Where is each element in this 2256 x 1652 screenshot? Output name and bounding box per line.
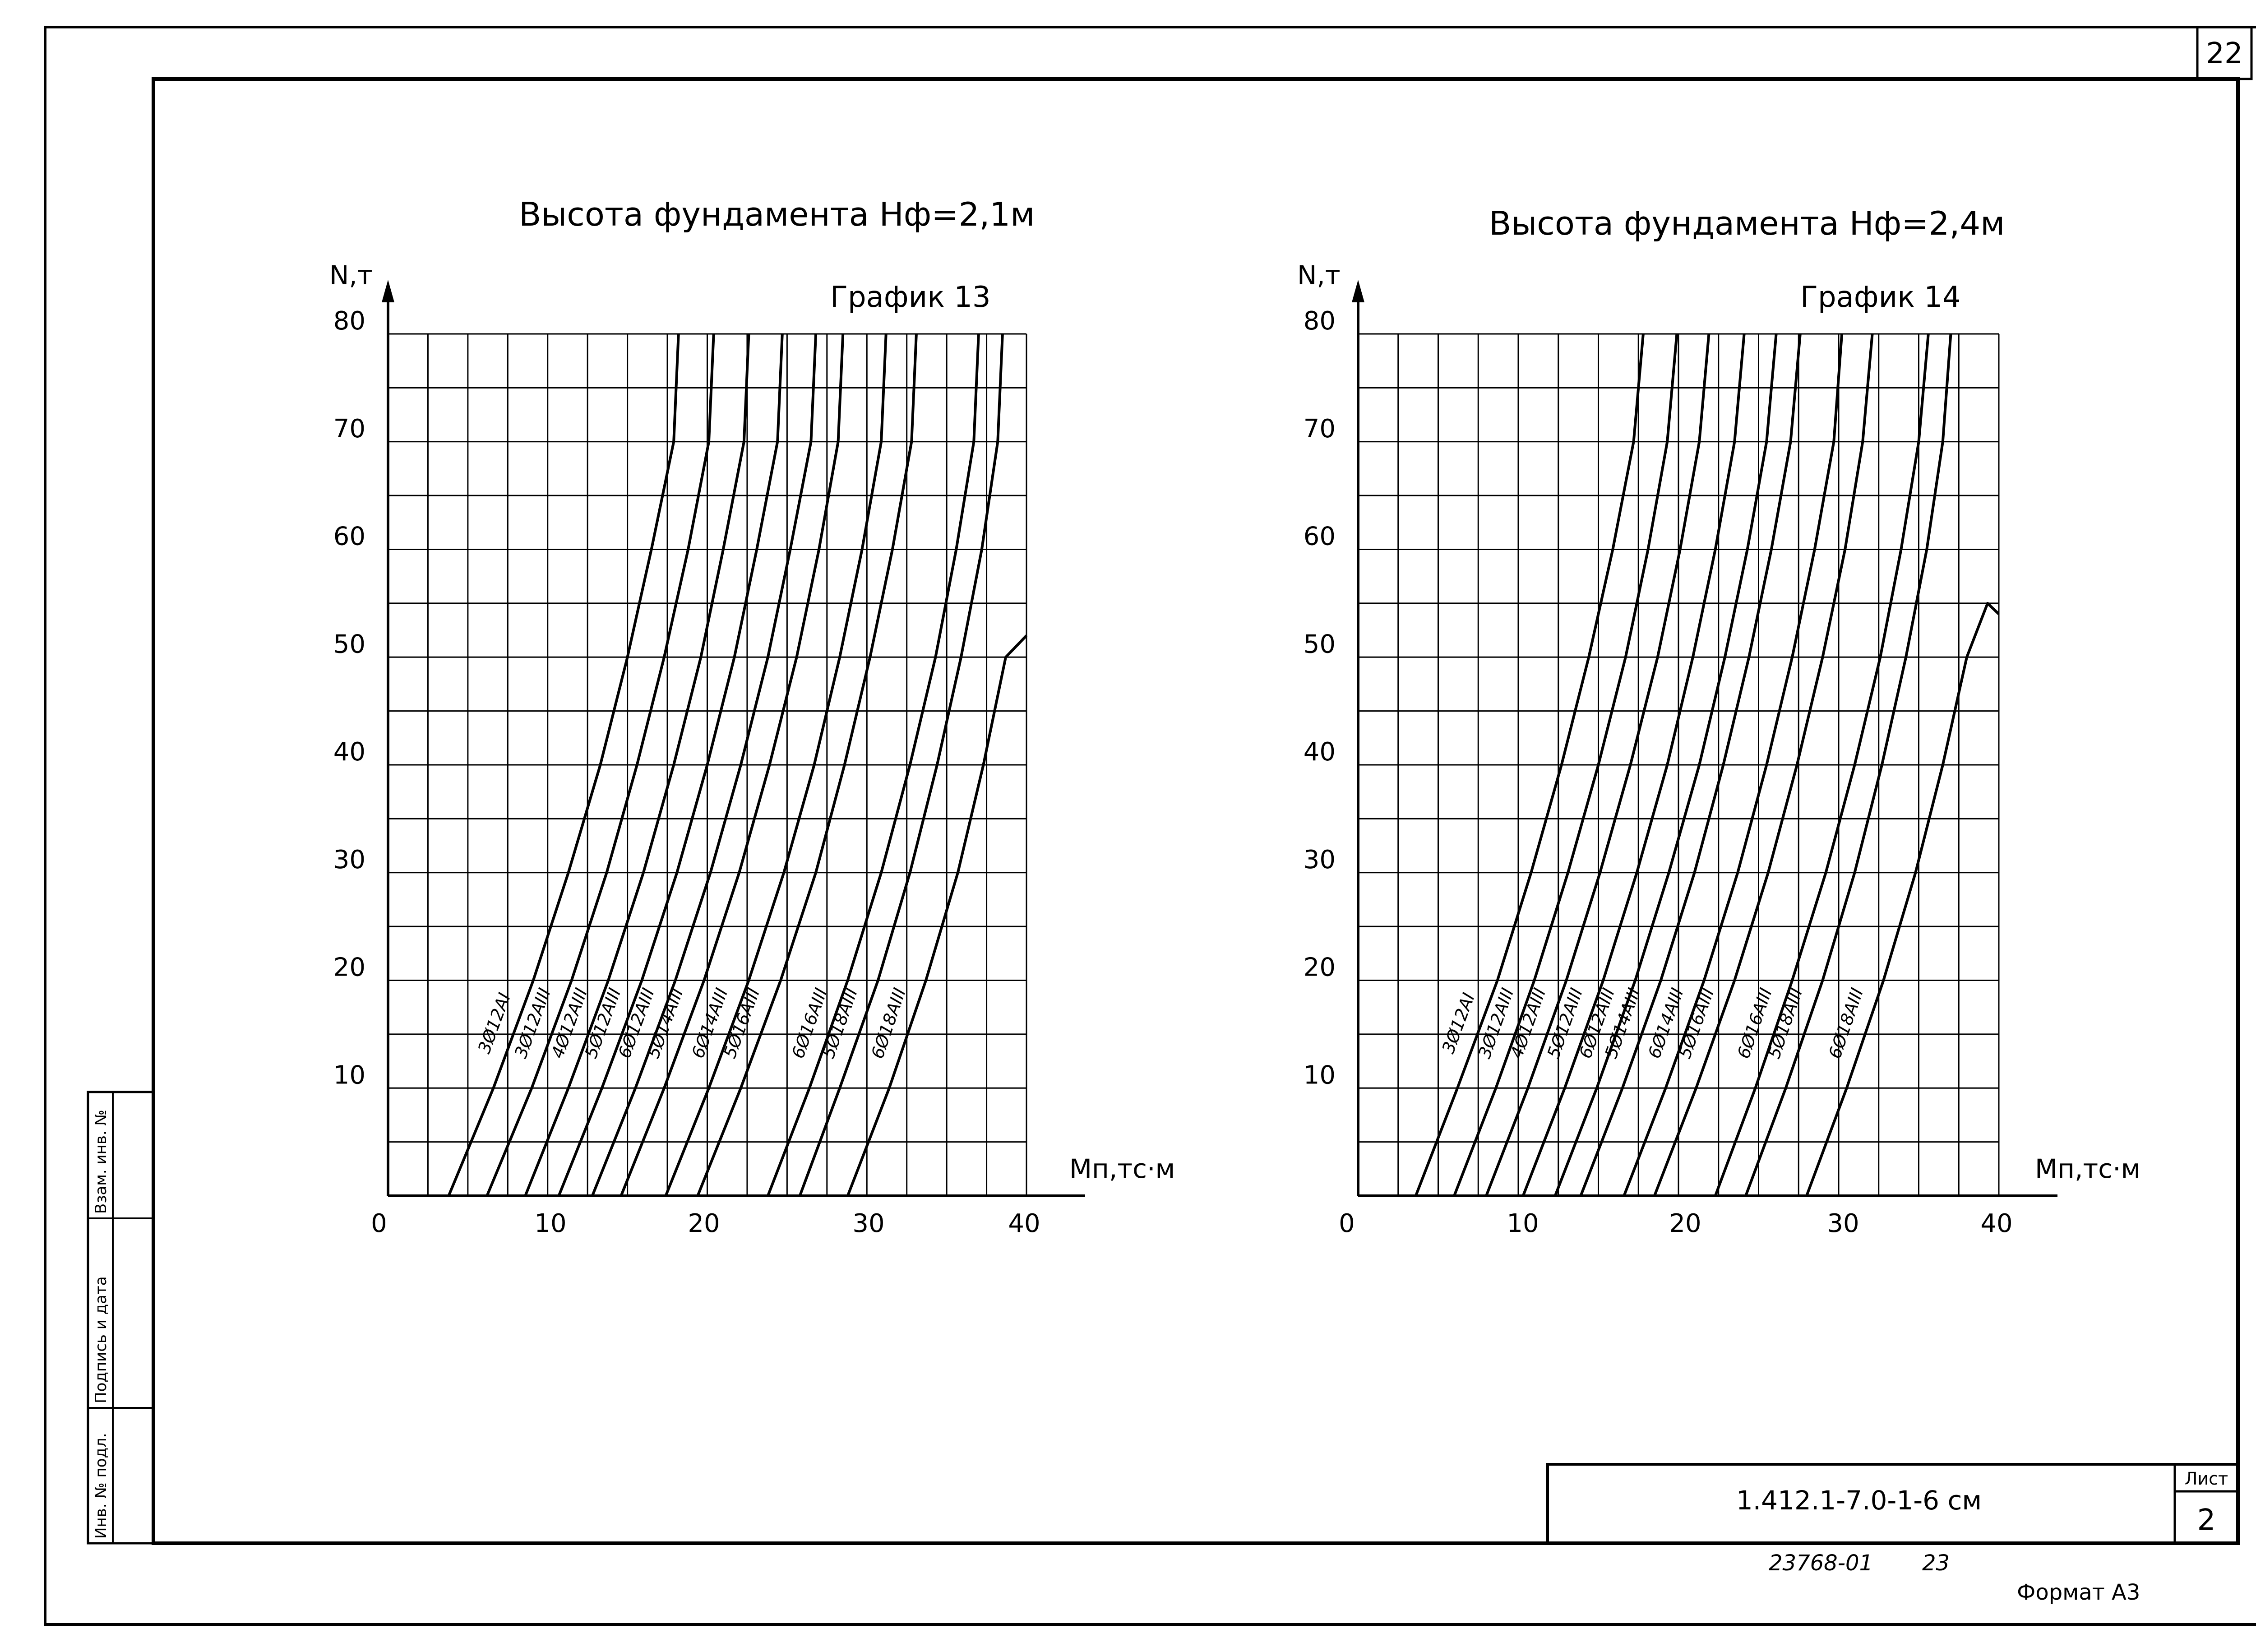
curve-6Ø14AIII (1623, 333, 1844, 1197)
curve-3Ø12AI (1415, 333, 1645, 1197)
curve-4Ø12AIII (1485, 333, 1710, 1197)
curve-5Ø12AIII (557, 333, 784, 1197)
curve-3Ø12AIII (485, 333, 715, 1197)
outer-frame (44, 26, 2256, 1626)
y-tick-label: 80 (1304, 306, 1336, 336)
curve-5Ø16AIII (696, 333, 918, 1197)
side-label-signature-date: Подпись и дата (92, 1276, 110, 1403)
chart-subtitle: График 14 (1800, 281, 1961, 314)
curve-6Ø18AIII (1805, 602, 2000, 1197)
curve-5Ø16AIII (1653, 333, 1874, 1197)
y-axis-arrow (1352, 280, 1364, 302)
curve-3Ø12AIII (1453, 333, 1678, 1197)
y-axis-label: N,т (1297, 260, 1341, 291)
x-tick-label: 20 (688, 1209, 720, 1238)
y-tick-label: 70 (1304, 414, 1336, 444)
curve-6Ø12AIII (591, 333, 818, 1197)
x-tick-label: 20 (1669, 1209, 1701, 1238)
y-tick-label: 50 (1304, 629, 1336, 659)
curve-3Ø12AI (447, 333, 680, 1197)
curve-6Ø16AIII (1714, 333, 1930, 1197)
x-tick-label: 0 (371, 1209, 387, 1238)
page-number-box (2196, 26, 2253, 80)
y-tick-label: 80 (333, 306, 365, 336)
y-tick-label: 20 (1304, 953, 1336, 982)
archive-page: 23 (1922, 1550, 1950, 1576)
y-tick-label: 20 (333, 953, 365, 982)
x-tick-label: 10 (1507, 1209, 1539, 1238)
y-tick-label: 70 (333, 414, 365, 444)
y-tick-label: 30 (1304, 845, 1336, 875)
chart-title: Высота фундамента Hф=2,4м (1489, 204, 2005, 242)
x-tick-label: 10 (534, 1209, 566, 1238)
y-tick-label: 40 (1304, 737, 1336, 767)
y-tick-label: 10 (333, 1060, 365, 1090)
y-tick-label: 10 (1304, 1060, 1336, 1090)
y-tick-label: 50 (333, 629, 365, 659)
x-tick-label: 40 (1980, 1209, 2012, 1238)
x-tick-label: 30 (852, 1209, 884, 1238)
side-stamp: Инв. № подл. Подпись и дата Взам. инв. № (87, 1091, 155, 1545)
list-label: Лист (2185, 1469, 2228, 1489)
side-label-inv-podl: Инв. № подл. (92, 1433, 110, 1539)
x-tick-label: 0 (1339, 1209, 1355, 1238)
curve-4Ø12AIII (524, 333, 750, 1197)
curve-5Ø14AIII (1579, 333, 1802, 1197)
x-tick-label: 40 (1008, 1209, 1040, 1238)
page-number: 22 (2206, 37, 2242, 70)
archive-number: 23768-01 (1769, 1550, 1873, 1576)
curve-6Ø16AIII (767, 333, 980, 1197)
curve-6Ø18AIII (846, 634, 1028, 1197)
inner-frame (152, 77, 2240, 1545)
curve-5Ø18AIII (1744, 333, 1952, 1197)
curve-5Ø12AIII (1521, 333, 1746, 1197)
chart-title: Высота фундамента Hф=2,1м (519, 195, 1035, 233)
x-tick-label: 30 (1827, 1209, 1859, 1238)
curve-5Ø18AIII (798, 333, 1004, 1197)
chart-subtitle: График 13 (830, 281, 991, 314)
title-block: 1.412.1-7.0-1-6 см Лист 2 (1546, 1463, 2239, 1545)
y-axis-arrow (382, 280, 394, 302)
format-label: Формат А3 (2017, 1580, 2140, 1605)
y-tick-label: 30 (333, 845, 365, 875)
chart-graph-13: Высота фундамента Hф=2,1м График 13 N,т … (329, 195, 1175, 1238)
curve-5Ø14AIII (619, 333, 845, 1197)
y-tick-label: 60 (333, 522, 365, 551)
y-axis-label: N,т (329, 260, 373, 291)
list-number: 2 (2197, 1504, 2216, 1537)
y-tick-label: 60 (1304, 522, 1336, 551)
x-axis-label: Mп,тс·м (1069, 1153, 1175, 1184)
side-label-vzam-inv: Взам. инв. № (92, 1110, 110, 1214)
x-axis-label: Mп,тс·м (2035, 1153, 2140, 1184)
curve-6Ø14AIII (664, 333, 888, 1197)
y-tick-label: 40 (333, 737, 365, 767)
curve-6Ø12AIII (1553, 333, 1778, 1197)
designation: 1.412.1-7.0-1-6 см (1736, 1485, 1982, 1516)
chart-graph-14: Высота фундамента Hф=2,4м График 14 N,т … (1297, 204, 2140, 1238)
